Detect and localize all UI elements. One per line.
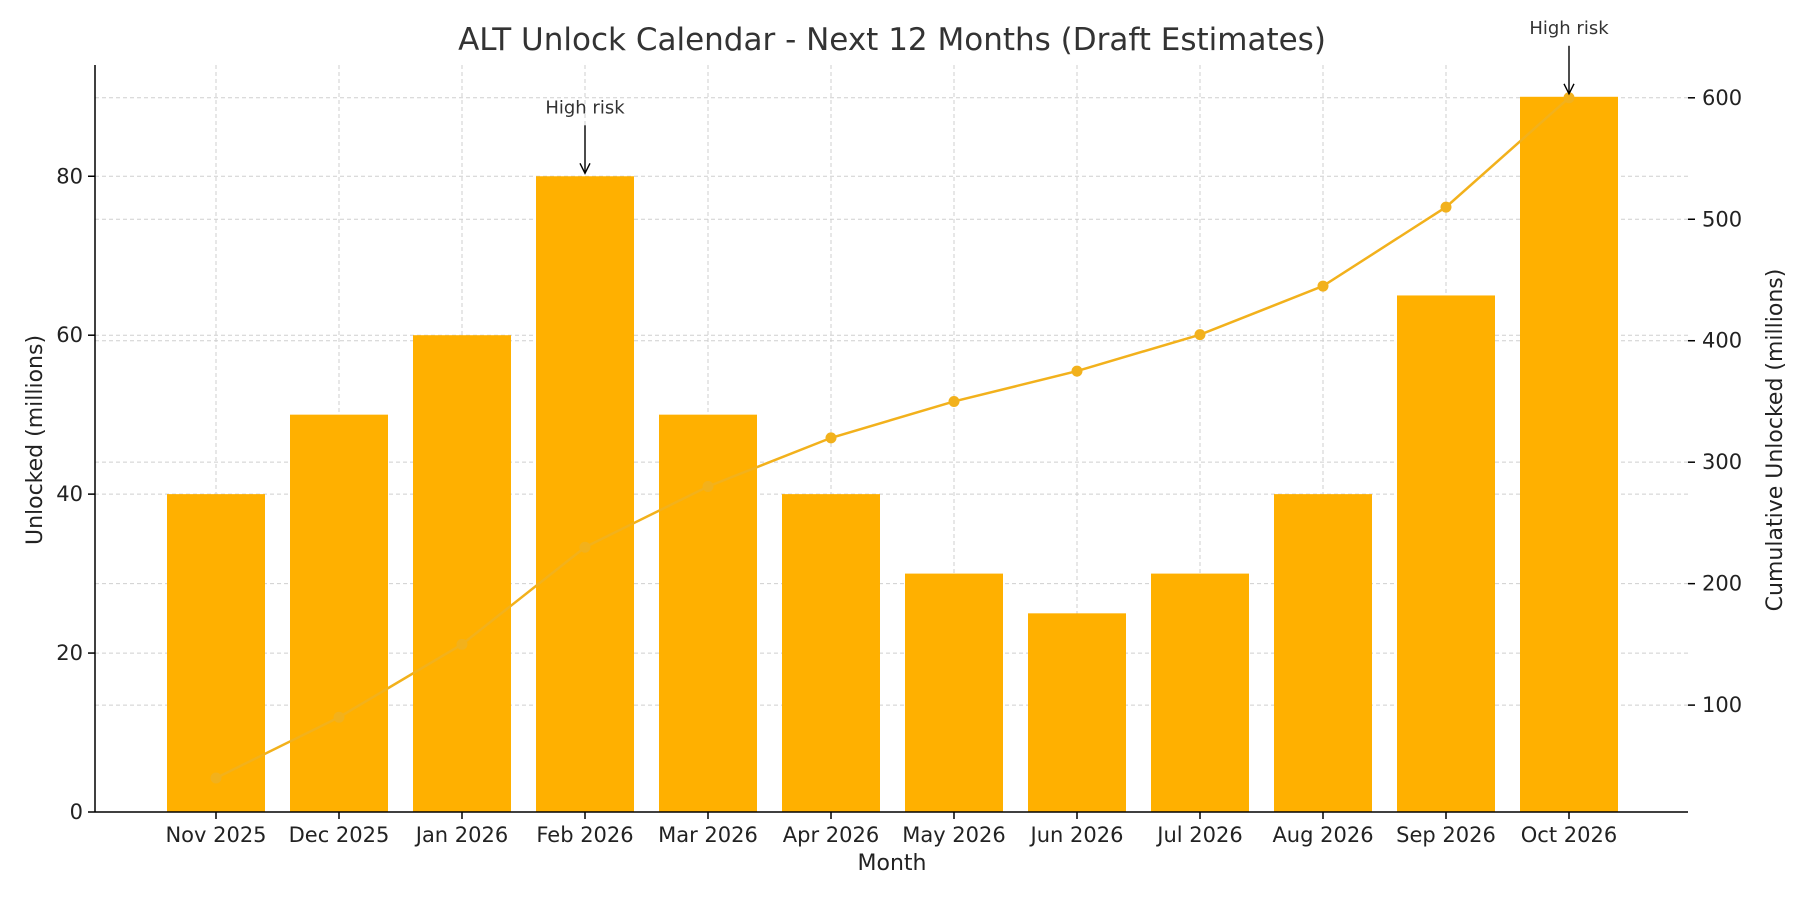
x-tick-label: Dec 2025 xyxy=(289,823,390,847)
x-tick-label: Apr 2026 xyxy=(783,823,879,847)
x-axis-label: Month xyxy=(858,851,927,876)
y2-tick-label: 500 xyxy=(1702,207,1742,231)
x-tick-label: Feb 2026 xyxy=(536,823,633,847)
bar xyxy=(1274,494,1372,812)
x-tick-label: Nov 2025 xyxy=(165,823,266,847)
annotation-arrow-head xyxy=(579,162,591,175)
cumulative-line-path xyxy=(215,96,1570,780)
line-point xyxy=(1317,280,1329,292)
annotations: High risk High risk xyxy=(545,18,1609,175)
y-tick-label: 60 xyxy=(56,323,83,347)
line-point xyxy=(579,541,591,553)
y-tick-label: 40 xyxy=(56,482,83,506)
bar xyxy=(167,494,265,812)
bar xyxy=(782,494,880,812)
bar xyxy=(290,414,388,812)
cumulative-line xyxy=(210,92,1575,784)
axes: 0 20 40 60 80 100 200 300 400 500 600 Nov 2025 Dec 2… xyxy=(56,65,1742,847)
y2-tick-label: 300 xyxy=(1702,450,1742,474)
x-tick-label: Jan 2026 xyxy=(414,823,509,847)
y2-tick-label: 400 xyxy=(1702,329,1742,353)
x-tick-label: Jun 2026 xyxy=(1029,823,1124,847)
bar xyxy=(1028,613,1126,812)
line-point xyxy=(1563,92,1575,104)
y2-tick-label: 100 xyxy=(1702,693,1742,717)
y-axis-label: Unlocked (millions) xyxy=(23,335,48,545)
bar xyxy=(905,573,1003,812)
bar xyxy=(536,176,634,813)
x-tick-label: Oct 2026 xyxy=(1521,823,1617,847)
y2-tick-label: 200 xyxy=(1702,572,1742,596)
chart-title: ALT Unlock Calendar - Next 12 Months (Dr… xyxy=(458,22,1326,58)
line-point xyxy=(702,480,714,492)
y2-axis-label: Cumulative Unlocked (millions) xyxy=(1763,269,1788,612)
line-point xyxy=(1071,365,1083,377)
bar xyxy=(1397,295,1495,812)
y-tick-label: 0 xyxy=(70,800,83,824)
line-point xyxy=(456,638,468,650)
x-tick-label: May 2026 xyxy=(902,823,1006,847)
x-tick-label: Sep 2026 xyxy=(1396,823,1496,847)
x-tick-label: Aug 2026 xyxy=(1272,823,1373,847)
y-tick-label: 80 xyxy=(56,164,83,188)
line-point xyxy=(1440,201,1452,213)
x-tick-label: Mar 2026 xyxy=(658,823,758,847)
annotation-arrow-head xyxy=(1563,83,1575,96)
line-point xyxy=(825,432,837,444)
x-tick-label: Jul 2026 xyxy=(1155,823,1242,847)
annotation-label: High risk xyxy=(545,97,625,118)
bar xyxy=(1151,573,1249,812)
bar xyxy=(1520,96,1618,812)
bars xyxy=(167,96,1618,813)
line-point xyxy=(210,772,222,784)
bar xyxy=(659,414,757,812)
y2-tick-label: 600 xyxy=(1702,86,1742,110)
y-tick-label: 20 xyxy=(56,641,83,665)
line-point xyxy=(948,395,960,407)
annotation-label: High risk xyxy=(1529,18,1609,39)
bar xyxy=(413,335,511,812)
line-point xyxy=(333,711,345,723)
line-point xyxy=(1194,329,1206,341)
